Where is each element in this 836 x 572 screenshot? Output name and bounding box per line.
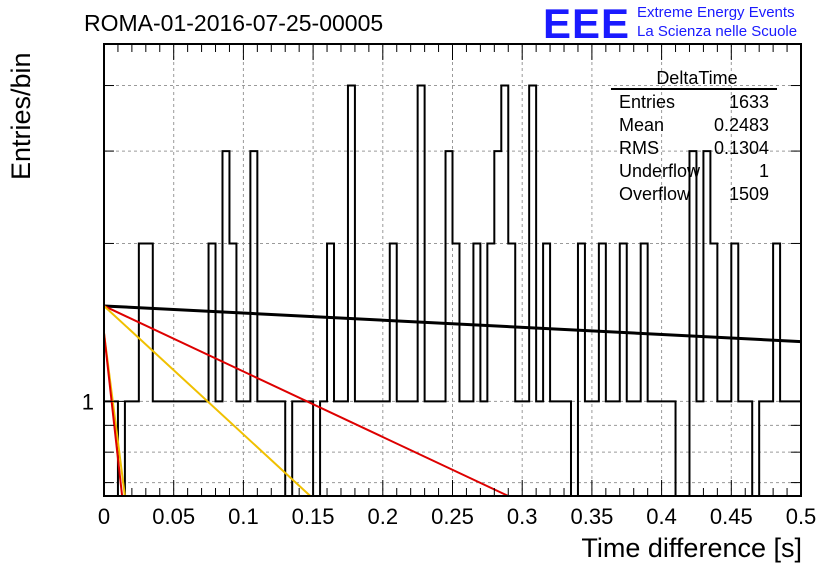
stats-label: Overflow bbox=[619, 184, 691, 204]
stats-value: 1509 bbox=[728, 184, 769, 204]
x-tick-label: 0.45 bbox=[710, 504, 753, 529]
histogram-series bbox=[104, 84, 801, 497]
logo-line-1: Extreme Energy Events bbox=[637, 4, 795, 21]
stats-box: DeltaTime Entries 1633 Mean 0.2483 RMS 0… bbox=[611, 68, 777, 206]
x-tick-label: 0.4 bbox=[646, 504, 677, 529]
stats-label: Entries bbox=[619, 92, 676, 112]
x-axis-label: Time difference [s] bbox=[581, 533, 802, 563]
stats-title: DeltaTime bbox=[611, 68, 777, 90]
y-tick-label: 1 bbox=[82, 389, 94, 414]
x-tick-label: 0.35 bbox=[570, 504, 613, 529]
fit-line bbox=[103, 305, 311, 497]
fit-lines bbox=[103, 304, 802, 497]
stats-row-mean: Mean 0.2483 bbox=[611, 114, 777, 137]
x-tick-label: 0.5 bbox=[786, 504, 817, 529]
stats-row-overflow: Overflow 1509 bbox=[611, 183, 777, 206]
stats-value: 0.1304 bbox=[713, 138, 769, 158]
stats-label: Underflow bbox=[619, 161, 701, 181]
stats-row-rms: RMS 0.1304 bbox=[611, 137, 777, 160]
plot-title: ROMA-01-2016-07-25-00005 bbox=[84, 10, 384, 36]
x-tick-label: 0.05 bbox=[152, 504, 195, 529]
x-tick-label: 0.1 bbox=[228, 504, 259, 529]
x-tick-label: 0.3 bbox=[507, 504, 538, 529]
fit-line bbox=[103, 304, 802, 344]
logo-line-2: La Scienza nelle Scuole bbox=[637, 23, 798, 40]
stats-value: 0.2483 bbox=[713, 115, 769, 135]
stats-label: Mean bbox=[619, 115, 665, 135]
tick-labels: 0 0.05 0.1 0.15 0.2 0.25 0.3 0.35 0.4 0.45 0.5 1 bbox=[82, 389, 817, 529]
stats-row-entries: Entries 1633 bbox=[611, 91, 777, 114]
x-tick-label: 0 bbox=[98, 504, 110, 529]
y-axis-label: Entries/bin bbox=[6, 52, 36, 180]
histogram-outline bbox=[104, 84, 801, 497]
x-tick-label: 0.25 bbox=[431, 504, 474, 529]
eee-logo: EEE bbox=[543, 0, 631, 47]
fit-line bbox=[103, 332, 124, 497]
x-tick-label: 0.2 bbox=[368, 504, 399, 529]
stats-value: 1 bbox=[758, 161, 769, 181]
stats-value: 1633 bbox=[728, 92, 769, 112]
fit-line bbox=[103, 305, 509, 497]
axes bbox=[103, 43, 802, 497]
stats-row-underflow: Underflow 1 bbox=[611, 160, 777, 183]
x-tick-label: 0.15 bbox=[292, 504, 335, 529]
stats-label: RMS bbox=[619, 138, 659, 158]
